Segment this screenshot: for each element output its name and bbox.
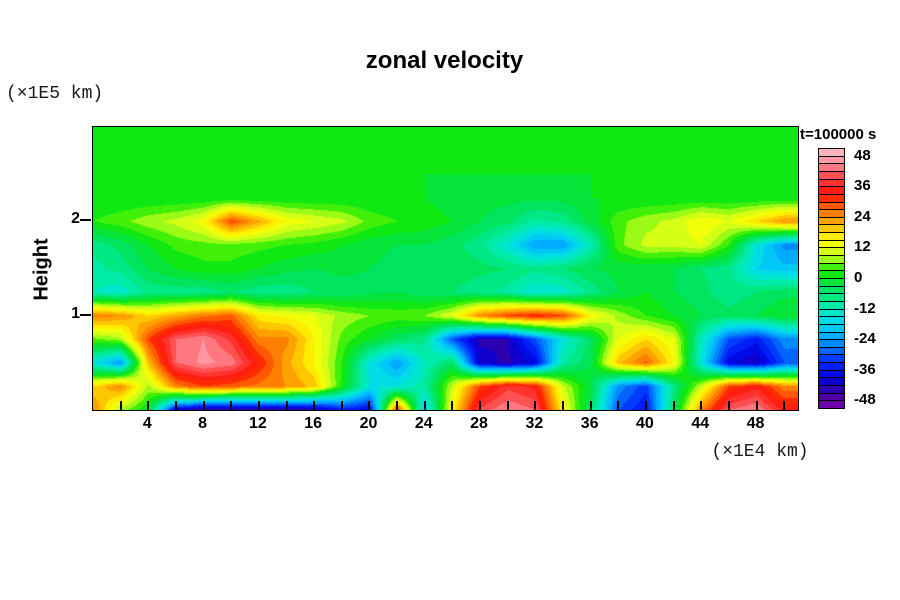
x-tick-mark bbox=[451, 401, 454, 410]
x-tick-label: 4 bbox=[142, 415, 152, 432]
x-tick-mark bbox=[589, 401, 592, 410]
colorbar bbox=[818, 148, 845, 409]
x-tick-label: 20 bbox=[359, 415, 378, 432]
x-tick-label: 32 bbox=[525, 415, 544, 432]
x-tick-label: 28 bbox=[470, 415, 488, 432]
x-tick-mark bbox=[313, 401, 316, 410]
x-tick-mark bbox=[700, 401, 703, 410]
colorbar-tick-label: 0 bbox=[854, 269, 863, 286]
x-tick-mark bbox=[534, 401, 537, 410]
colorbar-tick-label: -36 bbox=[854, 360, 876, 378]
x-tick-mark bbox=[727, 401, 730, 410]
x-tick-mark bbox=[340, 401, 343, 410]
x-tick-mark bbox=[783, 401, 786, 410]
x-tick-mark bbox=[230, 401, 233, 410]
x-tick-mark bbox=[285, 401, 288, 410]
x-tick-mark bbox=[644, 401, 647, 410]
x-tick-label: 16 bbox=[304, 415, 323, 432]
x-tick-mark bbox=[202, 401, 205, 410]
colorbar-tick-label: -48 bbox=[854, 391, 876, 409]
x-tick-mark bbox=[506, 401, 509, 410]
colorbar-tick-label: 24 bbox=[854, 207, 871, 225]
x-tick-label: 44 bbox=[691, 415, 710, 432]
x-tick-mark bbox=[423, 401, 426, 410]
x-tick-label: 12 bbox=[248, 415, 267, 432]
colorbar-tick-label: 48 bbox=[854, 146, 871, 164]
x-tick-mark bbox=[617, 401, 620, 410]
x-tick-label: 24 bbox=[414, 415, 433, 432]
colorbar-tick-label: -12 bbox=[854, 299, 876, 317]
y-tick-mark bbox=[80, 219, 91, 222]
heatmap-plot bbox=[92, 126, 799, 411]
x-tick-mark bbox=[396, 401, 399, 410]
x-tick-label: 48 bbox=[746, 415, 765, 432]
colorbar-segment bbox=[818, 400, 845, 409]
x-tick-mark bbox=[479, 401, 482, 410]
x-tick-label: 36 bbox=[580, 415, 599, 432]
colorbar-tick-label: -24 bbox=[854, 330, 876, 348]
heatmap-canvas bbox=[93, 127, 798, 410]
colorbar-title: t=100000 s bbox=[800, 126, 877, 143]
x-tick-mark bbox=[562, 401, 564, 410]
x-tick-mark bbox=[147, 401, 150, 410]
x-tick-mark bbox=[672, 401, 675, 410]
x-tick-label: 8 bbox=[198, 415, 208, 432]
x-tick-mark bbox=[119, 401, 122, 410]
x-tick-mark bbox=[368, 401, 371, 410]
chart-title: zonal velocity bbox=[365, 47, 524, 74]
y-axis-label: Height bbox=[30, 238, 53, 301]
y-tick-label: 1 bbox=[71, 304, 80, 322]
x-axis-unit-label: (×1E4 km) bbox=[711, 442, 809, 462]
colorbar-tick-label: 36 bbox=[854, 177, 871, 195]
y-axis-unit-label: (×1E5 km) bbox=[6, 84, 104, 104]
x-tick-mark bbox=[755, 401, 758, 410]
colorbar-tick-label: 12 bbox=[854, 238, 871, 256]
x-tick-mark bbox=[174, 401, 177, 410]
x-tick-mark bbox=[257, 401, 260, 410]
y-tick-label: 2 bbox=[71, 210, 80, 228]
y-tick-mark bbox=[80, 313, 91, 316]
x-tick-label: 40 bbox=[636, 415, 654, 432]
